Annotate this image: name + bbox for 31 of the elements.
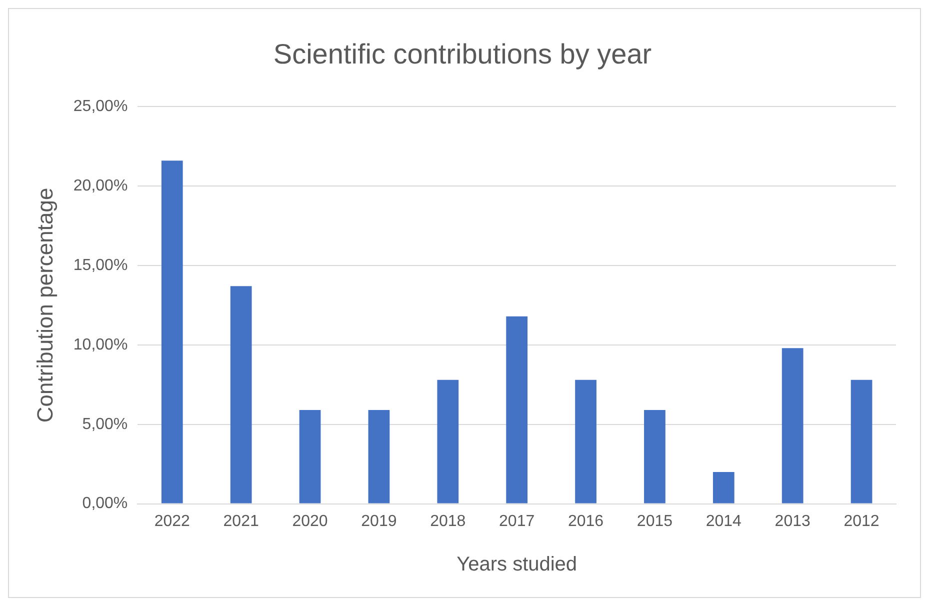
bar [437,380,459,504]
x-tick-label: 2016 [568,512,604,530]
y-tick-label: 5,00% [82,416,128,433]
x-tick-label: 2013 [774,512,810,530]
x-tick-label: 2019 [361,512,397,530]
y-axis-title: Contribution percentage [32,188,58,423]
bar [644,410,666,504]
chart-title: Scientific contributions by year [273,38,652,70]
bar [850,380,872,504]
bar [712,472,734,504]
x-axis-title: Years studied [456,554,578,576]
bar [161,160,183,504]
x-tick-label: 2022 [154,512,190,530]
x-tick-label: 2020 [292,512,328,530]
x-tick-label: 2018 [430,512,466,530]
bar [299,410,321,504]
y-tick-label: 0,00% [82,495,128,512]
x-tick-label: 2014 [706,512,742,530]
y-tick-label: 15,00% [73,256,128,274]
x-tick-label: 2021 [223,512,259,530]
x-tick-label: 2015 [636,512,673,530]
bar [368,410,390,504]
bar [506,316,528,504]
bar [230,286,252,504]
x-tick-label: 2012 [844,512,880,530]
bar [575,380,596,504]
y-tick-label: 10,00% [73,336,128,354]
y-tick-label: 20,00% [73,177,128,194]
bar [782,348,804,504]
x-tick-label: 2017 [499,512,535,530]
y-tick-label: 25,00% [73,98,128,116]
